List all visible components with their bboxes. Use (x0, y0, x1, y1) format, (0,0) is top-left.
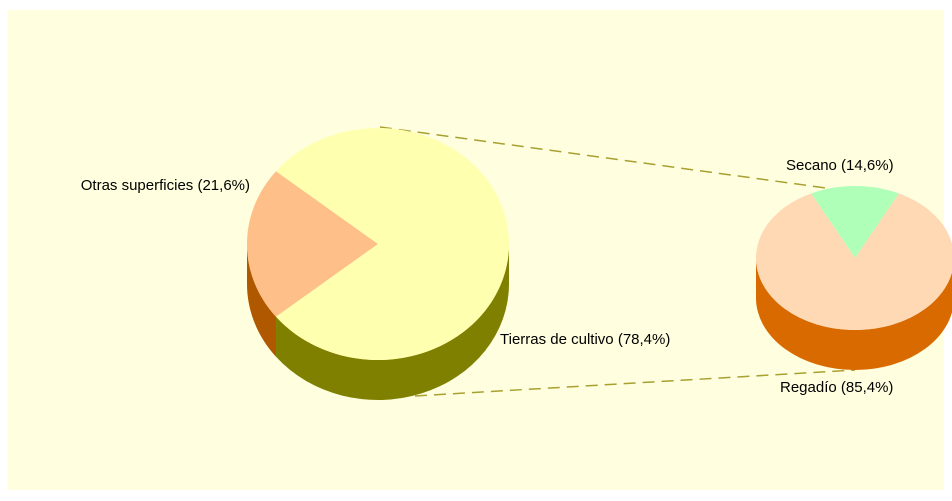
category-name: Regadío (780, 379, 837, 396)
value-label: (21,6%) (197, 177, 250, 194)
data-label: Secano (14,6%) (786, 157, 894, 174)
data-label: Tierras de cultivo (78,4%) (500, 331, 670, 348)
category-name: Secano (786, 157, 837, 174)
slice-side (756, 258, 952, 370)
pie-slice (247, 171, 378, 317)
connector-line (414, 369, 856, 397)
pie-slice (811, 186, 899, 258)
slice-side (276, 244, 509, 400)
category-name: Tierras de cultivo (500, 331, 614, 348)
value-label: (85,4%) (841, 379, 894, 396)
pie-slice (756, 193, 952, 330)
data-label: Regadío (85,4%) (780, 379, 893, 396)
value-label: (14,6%) (841, 157, 894, 174)
slice-side (247, 244, 277, 357)
value-label: (78,4%) (618, 331, 671, 348)
data-label: Otras superficies (21,6%) (81, 177, 250, 194)
pie-slice (276, 128, 509, 361)
category-name: Otras superficies (81, 177, 194, 194)
